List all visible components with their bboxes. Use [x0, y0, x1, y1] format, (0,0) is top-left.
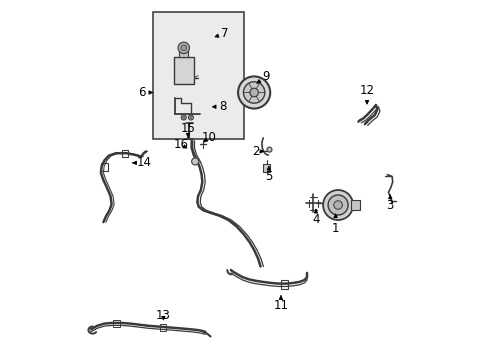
- Text: 7: 7: [215, 27, 228, 40]
- Text: 6: 6: [138, 86, 152, 99]
- Bar: [113, 320, 120, 327]
- Circle shape: [333, 201, 342, 209]
- Text: 8: 8: [212, 100, 226, 113]
- Circle shape: [181, 115, 186, 120]
- Text: 9: 9: [257, 70, 269, 83]
- Bar: [179, 50, 188, 57]
- Circle shape: [191, 158, 198, 165]
- Circle shape: [327, 195, 347, 215]
- Circle shape: [183, 116, 184, 118]
- Text: 4: 4: [311, 210, 319, 226]
- Text: 2: 2: [252, 145, 263, 158]
- Circle shape: [188, 115, 193, 120]
- Text: 1: 1: [331, 214, 339, 235]
- Bar: [263, 163, 270, 172]
- Circle shape: [178, 42, 189, 54]
- Bar: [122, 150, 128, 157]
- Circle shape: [238, 76, 270, 109]
- Circle shape: [323, 190, 352, 220]
- Text: 10: 10: [201, 131, 216, 144]
- Circle shape: [249, 88, 258, 97]
- Circle shape: [266, 147, 271, 152]
- Text: 14: 14: [133, 156, 151, 169]
- Bar: [173, 57, 193, 84]
- Circle shape: [181, 45, 186, 51]
- Text: 5: 5: [264, 167, 272, 183]
- Bar: [281, 280, 287, 289]
- Text: 11: 11: [273, 296, 288, 312]
- Bar: [160, 324, 166, 331]
- Circle shape: [189, 116, 192, 118]
- Text: 3: 3: [386, 195, 393, 212]
- Text: 12: 12: [359, 84, 374, 104]
- Bar: [350, 200, 359, 210]
- Text: 13: 13: [156, 309, 170, 322]
- Circle shape: [243, 82, 264, 103]
- Bar: [153, 12, 244, 139]
- Bar: [101, 163, 107, 171]
- Text: 16: 16: [173, 139, 188, 152]
- Text: 15: 15: [180, 122, 195, 138]
